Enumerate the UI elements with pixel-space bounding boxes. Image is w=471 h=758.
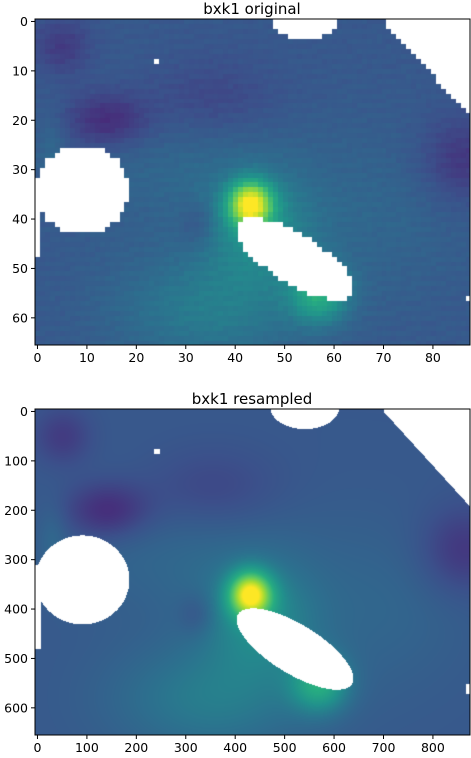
y-tick-label: 40 [12,212,28,227]
x-tick-label: 40 [227,350,243,365]
x-tick-label: 400 [223,740,247,755]
chart-title-original: bxk1 original [203,0,300,18]
x-tick-label: 30 [178,350,194,365]
heatmap-image-resampled [35,409,470,735]
x-tick-label: 20 [128,350,144,365]
plot-frame-resampled [34,408,471,736]
y-tick-label: 400 [4,602,28,617]
y-tick-label: 300 [4,552,28,567]
y-tick-label: 600 [4,700,28,715]
y-tick-label: 10 [12,63,28,78]
y-tick-label: 50 [12,261,28,276]
heatmap-panel-resampled: bxk1 resampled 0 100 200 300 400 500 600 700 800… [4,390,471,755]
x-tick-label: 800 [421,740,445,755]
x-tick-label: 80 [425,350,441,365]
x-tick-label: 50 [277,350,293,365]
heatmap-image-original [35,19,470,345]
y-tick-label: 30 [12,162,28,177]
plot-frame-original [34,18,471,346]
x-tick-label: 0 [33,350,41,365]
y-tick-label: 60 [12,310,28,325]
y-tick-label: 200 [4,503,28,518]
y-tick-label: 20 [12,113,28,128]
y-tick-label: 500 [4,651,28,666]
x-tick-label: 700 [372,740,396,755]
x-tick-label: 0 [33,740,41,755]
x-tick-label: 300 [174,740,198,755]
x-tick-label: 60 [326,350,342,365]
y-tick-label: 0 [20,14,28,29]
heatmap-panel-original: bxk1 original 0 10 20 30 40 50 60 70 80 0 10 20 30 4… [12,0,471,365]
y-axis-original: 0 10 20 30 40 50 60 [12,14,35,325]
y-tick-label: 100 [4,453,28,468]
x-tick-label: 10 [79,350,95,365]
heatmap-raster-resampled [35,409,470,735]
x-axis-resampled: 0 100 200 300 400 500 600 700 800 [33,735,445,755]
x-axis-original: 0 10 20 30 40 50 60 70 80 [33,345,441,365]
heatmap-raster-original [35,19,470,345]
x-tick-label: 500 [273,740,297,755]
x-tick-label: 600 [322,740,346,755]
chart-title-resampled: bxk1 resampled [192,390,313,408]
y-tick-label: 0 [20,404,28,419]
x-tick-label: 200 [124,740,148,755]
y-axis-resampled: 0 100 200 300 400 500 600 [4,404,35,715]
x-tick-label: 70 [376,350,392,365]
x-tick-label: 100 [75,740,99,755]
